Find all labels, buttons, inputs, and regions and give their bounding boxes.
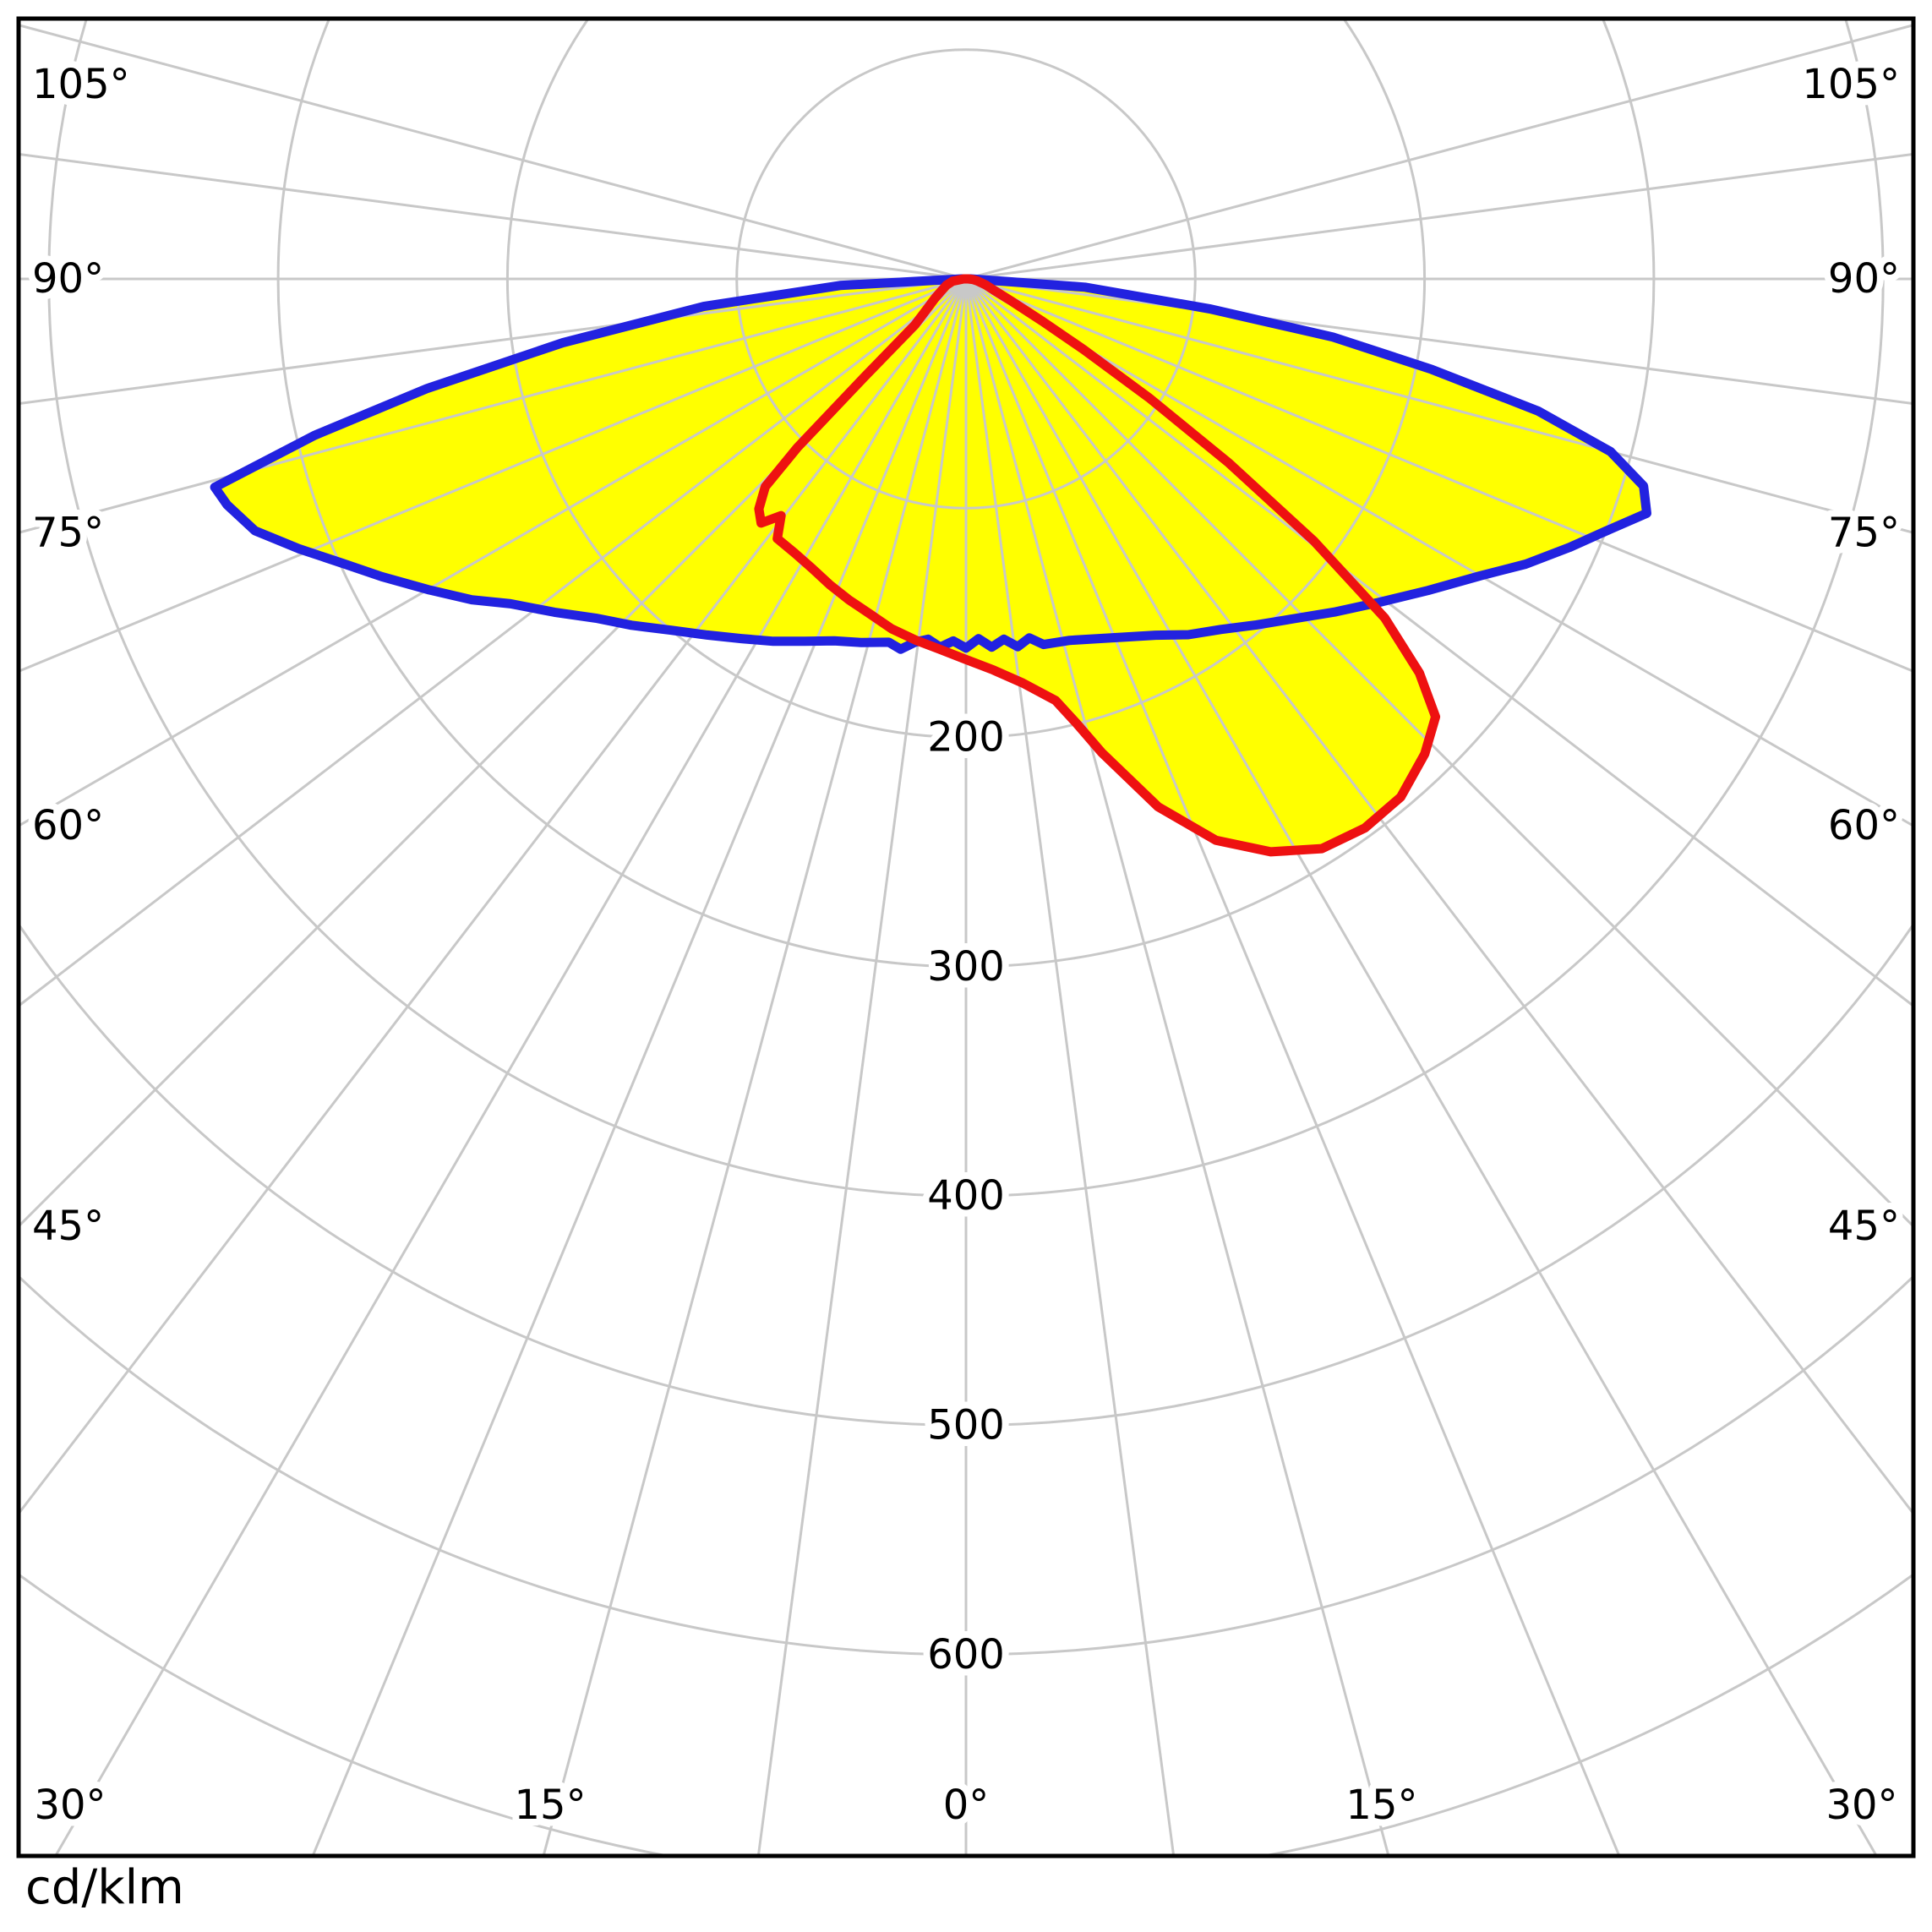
angle-label-left-75: 75° (32, 509, 104, 556)
grid-ray-37.5deg (964, 278, 1913, 1516)
blue-curve (210, 274, 1651, 654)
grid-ray-82.5deg (965, 277, 1913, 406)
grid-ray--30deg (53, 278, 968, 1856)
angle-label-right-60: 60° (1828, 802, 1900, 849)
angle-label-left-60: 60° (32, 802, 104, 849)
grid-ray-97.5deg (965, 152, 1913, 281)
angle-label-right-105: 105° (1802, 61, 1900, 108)
angle-label-right-45: 45° (1828, 1203, 1900, 1250)
grid-ray--37.5deg (19, 278, 968, 1516)
plot-border (16, 16, 1916, 1858)
ring-label-300: 300 (927, 943, 1005, 991)
grid-ray--67.5deg (19, 277, 967, 673)
grid-ray--60deg (19, 277, 967, 827)
grid-ray--105deg (19, 24, 967, 281)
grid-ray-30deg (964, 278, 1879, 1856)
angle-label-left-105: 105° (32, 61, 130, 108)
grid-ray-75deg (965, 277, 1913, 534)
grid-ray-60deg (965, 277, 1913, 827)
angle-label-bottom-0: 0° (943, 1782, 990, 1829)
angle-label-bottom-left-30: 30° (34, 1782, 106, 1829)
ring-label-600: 600 (927, 1631, 1005, 1678)
grid-ray--45deg (19, 277, 968, 1229)
grid-ray--52.5deg (19, 277, 967, 1008)
grid-ray-52.5deg (965, 277, 1913, 1008)
grid-ray-15deg (964, 278, 1390, 1856)
angle-label-left-90: 90° (32, 255, 104, 303)
grid-ray--97.5deg (19, 152, 967, 281)
grid-ray--15deg (542, 278, 968, 1856)
grid-ray-45deg (964, 277, 1913, 1229)
ring-label-200: 200 (927, 714, 1005, 761)
angle-label-bottom-right-30: 30° (1826, 1782, 1897, 1829)
grid-ray--75deg (19, 277, 967, 534)
grid-ray--22.5deg (311, 278, 968, 1856)
grid-ray-105deg (965, 24, 1913, 281)
red-curve (754, 274, 1441, 857)
angle-label-right-75: 75° (1828, 509, 1900, 556)
angle-label-right-90: 90° (1828, 255, 1900, 303)
angle-label-bottom-left-15: 15° (515, 1782, 587, 1829)
grid-ray--82.5deg (19, 277, 967, 406)
curve-layer (210, 274, 1651, 857)
ring-label-500: 500 (927, 1402, 1005, 1449)
grid-ray-67.5deg (965, 277, 1913, 673)
grid-ray-22.5deg (964, 278, 1621, 1856)
angle-label-left-45: 45° (32, 1203, 104, 1250)
units-label: cd/klm (25, 1860, 184, 1915)
label-layer: 45° 45° 60° 60° 75° 75° 90° 90° 105° 105° 0° 15° 15°… (25, 54, 1907, 1915)
ring-label-400: 400 (927, 1172, 1005, 1220)
angle-label-bottom-right-15: 15° (1345, 1782, 1417, 1829)
